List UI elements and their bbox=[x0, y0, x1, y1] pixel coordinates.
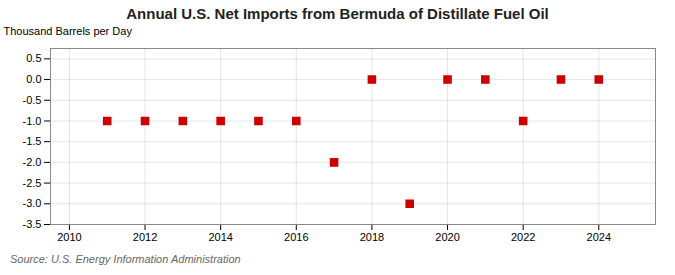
svg-text:-0.5: -0.5 bbox=[23, 94, 42, 106]
svg-text:2012: 2012 bbox=[133, 231, 157, 243]
html-text:Source: U.S. Energy Informatio: Source: U.S. Energy Information Administ… bbox=[10, 253, 241, 265]
svg-text:-1.5: -1.5 bbox=[23, 135, 42, 147]
svg-text:0.5: 0.5 bbox=[26, 52, 41, 64]
html-text:Annual U.S. Net Imports from B: Annual U.S. Net Imports from Bermuda of … bbox=[126, 5, 549, 22]
svg-text:0.0: 0.0 bbox=[26, 73, 41, 85]
svg-text:-2.5: -2.5 bbox=[23, 177, 42, 189]
svg-text:-1.0: -1.0 bbox=[23, 114, 42, 126]
svg-text:-3.0: -3.0 bbox=[23, 197, 42, 209]
svg-text:2014: 2014 bbox=[208, 231, 232, 243]
svg-text:Thousand Barrels per Day: Thousand Barrels per Day bbox=[4, 25, 133, 37]
svg-text:2020: 2020 bbox=[435, 231, 459, 243]
svg-text:-2.0: -2.0 bbox=[23, 156, 42, 168]
svg-text:2018: 2018 bbox=[360, 231, 384, 243]
svg-text:2024: 2024 bbox=[587, 231, 611, 243]
svg-text:2016: 2016 bbox=[284, 231, 308, 243]
svg-text:2022: 2022 bbox=[511, 231, 535, 243]
svg-text:2010: 2010 bbox=[57, 231, 81, 243]
svg-text:-3.5: -3.5 bbox=[23, 218, 42, 230]
